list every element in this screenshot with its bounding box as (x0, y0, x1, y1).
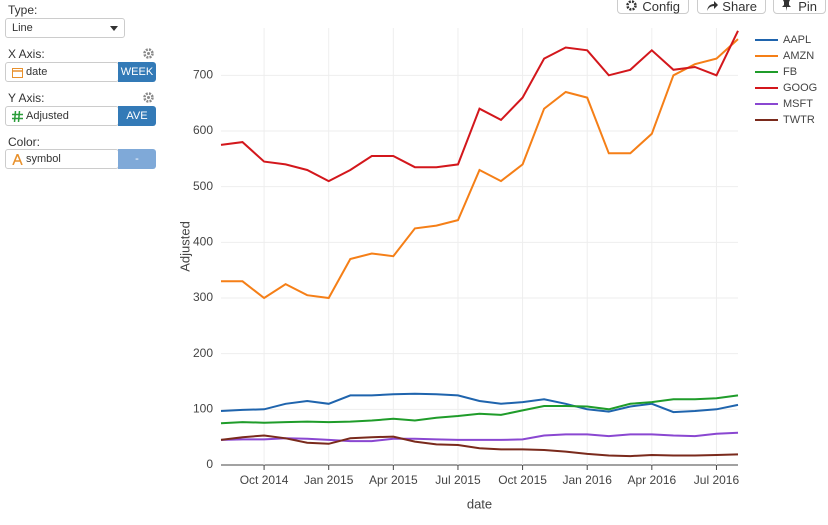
color-agg-button[interactable]: - (118, 149, 156, 169)
type-select[interactable]: Line (5, 18, 125, 38)
share-icon (707, 1, 718, 11)
legend-label: MSFT (783, 98, 813, 110)
y-field[interactable]: Adjusted (5, 106, 119, 126)
y-tick-label: 0 (206, 457, 213, 471)
gear-icon[interactable] (143, 48, 154, 59)
series-line (220, 392, 739, 414)
color-label: Color: (8, 135, 41, 149)
calendar-icon (12, 68, 23, 78)
x-field-value: date (26, 66, 48, 78)
config-button[interactable]: Config (617, 0, 689, 14)
x-tick-label: Apr 2016 (627, 473, 676, 487)
x-tick-label: Oct 2014 (240, 473, 289, 487)
x-tick-label: Jul 2016 (694, 473, 740, 487)
legend-label: AAPL (783, 34, 811, 46)
y-field-value: Adjusted (26, 110, 69, 122)
x-tick-label: Jan 2016 (563, 473, 613, 487)
x-agg-button[interactable]: WEEK (118, 62, 156, 82)
config-text: Config (642, 0, 680, 14)
share-text: Share (722, 0, 757, 14)
y-tick-label: 200 (193, 346, 213, 360)
type-value: Line (12, 22, 33, 34)
legend-label: GOOG (783, 82, 817, 94)
legend-label: AMZN (783, 50, 814, 62)
hash-icon (12, 111, 23, 122)
y-tick-label: 300 (193, 290, 213, 304)
series-line (220, 431, 739, 443)
gear-icon (626, 0, 637, 11)
legend-label: FB (783, 66, 797, 78)
series-line (221, 38, 739, 300)
gear-icon[interactable] (143, 92, 154, 103)
x-tick-label: Jul 2015 (435, 473, 481, 487)
series-line (220, 394, 739, 425)
x-axis-title: date (467, 496, 492, 511)
x-axis-label: X Axis: (8, 47, 45, 61)
x-tick-label: Oct 2015 (498, 473, 547, 487)
text-icon (12, 154, 23, 165)
y-tick-label: 500 (193, 179, 213, 193)
series-line (220, 30, 739, 183)
pin-button[interactable]: Pin (773, 0, 826, 14)
y-tick-label: 400 (193, 234, 213, 248)
y-tick-label: 100 (193, 402, 213, 416)
y-axis-title: Adjusted (177, 221, 192, 272)
y-tick-label: 600 (193, 123, 213, 137)
y-tick-label: 700 (193, 67, 213, 81)
color-field-value: symbol (26, 153, 61, 165)
series-line (220, 434, 739, 458)
x-tick-label: Jan 2015 (304, 473, 354, 487)
pin-icon (782, 0, 791, 11)
y-agg-button[interactable]: AVE (118, 106, 156, 126)
legend-label: TWTR (783, 114, 815, 126)
x-field[interactable]: date (5, 62, 119, 82)
x-tick-label: Apr 2015 (369, 473, 418, 487)
color-field[interactable]: symbol (5, 149, 119, 169)
share-button[interactable]: Share (697, 0, 766, 14)
y-axis-label: Y Axis: (8, 91, 45, 105)
caret (110, 26, 118, 31)
pin-text: Pin (798, 0, 817, 14)
type-label: Type: (8, 3, 38, 17)
